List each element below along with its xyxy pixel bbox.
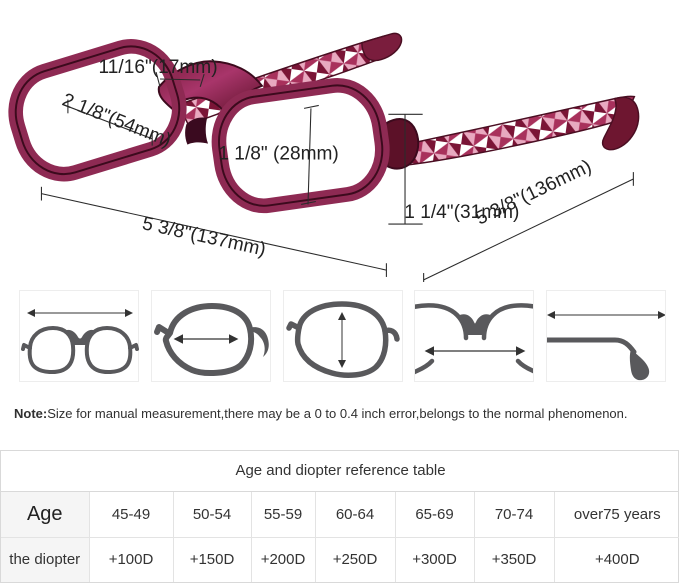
svg-text:2 1/8"(54mm): 2 1/8"(54mm) [59,90,174,152]
svg-text:1 1/8" (28mm): 1 1/8" (28mm) [218,143,338,164]
svg-text:5 3/8"(136mm): 5 3/8"(136mm) [473,156,595,229]
svg-text:5 3/8"(137mm): 5 3/8"(137mm) [140,213,267,260]
svg-text:11/16"(17mm): 11/16"(17mm) [99,57,218,78]
